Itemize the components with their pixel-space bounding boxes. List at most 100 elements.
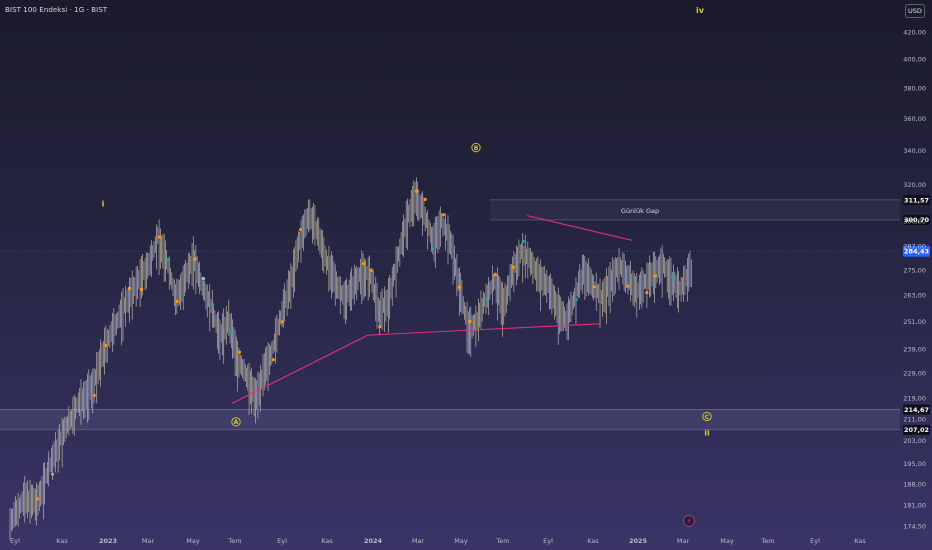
x-tick-label: Tem	[760, 537, 774, 545]
x-tick-label: 2025	[629, 537, 648, 545]
wave-label-iv: iv	[696, 6, 705, 15]
signal-marker	[35, 497, 40, 501]
current-price-tag-bg	[903, 245, 930, 257]
signal-marker	[361, 262, 366, 266]
x-tick-label: Mar	[412, 537, 425, 545]
y-tick-label: 400,00	[903, 56, 926, 64]
signal-marker	[201, 276, 206, 281]
y-tick-label: 239,00	[903, 345, 926, 353]
signal-marker	[166, 257, 171, 262]
event-badge-ring[interactable]	[683, 515, 695, 527]
x-tick-label: Tem	[495, 537, 509, 545]
signal-marker	[592, 285, 596, 289]
y-tick-label: 188,00	[903, 480, 926, 488]
gap-label: Günlük Gap	[621, 207, 659, 215]
y-tick-label: 340,00	[903, 147, 926, 155]
signal-marker	[157, 235, 162, 239]
trendline-lower	[367, 323, 601, 336]
signal-marker	[211, 303, 215, 307]
price-level-tag: 214,67	[904, 406, 929, 414]
y-tick-label: 203,00	[903, 437, 926, 445]
signal-marker	[671, 275, 675, 279]
signal-marker	[369, 268, 373, 272]
signal-marker	[441, 213, 445, 217]
event-badge-icon[interactable]: ⚡	[687, 518, 692, 526]
signal-marker	[92, 393, 96, 398]
price-level-tag: 300,70	[904, 216, 930, 224]
wave-label-b-ring	[471, 142, 481, 153]
gap-zone-band	[0, 409, 900, 430]
wave-label-c: C	[705, 414, 710, 421]
signal-marker	[521, 239, 525, 243]
signal-marker	[468, 319, 472, 324]
signal-marker	[299, 227, 303, 232]
x-tick-label: Eyl	[543, 537, 553, 545]
signal-marker	[626, 284, 630, 288]
price-level-tag: 207,02	[904, 426, 929, 434]
y-tick-label: 229,00	[903, 369, 926, 377]
y-tick-label: 219,00	[903, 395, 926, 403]
y-tick-label: 211,00	[903, 415, 926, 423]
y-tick-label: 320,00	[903, 181, 926, 189]
x-tick-label: 2023	[99, 537, 117, 545]
x-tick-label: Eyl	[10, 537, 20, 545]
signal-marker	[104, 343, 108, 348]
x-tick-label: Kas	[56, 537, 68, 545]
signal-marker	[271, 358, 275, 362]
price-level-tag-bg	[903, 214, 930, 225]
x-tick-label: 2024	[364, 537, 383, 545]
price-level-tag-bg	[903, 424, 930, 435]
price-level-tag: 311,57	[904, 196, 929, 204]
signal-marker	[193, 257, 197, 261]
signal-marker	[280, 320, 284, 324]
signal-marker	[431, 246, 435, 251]
signal-marker	[378, 325, 382, 329]
y-tick-label: 420,00	[903, 28, 926, 36]
trendline-upper	[526, 215, 633, 241]
signal-marker	[485, 298, 489, 302]
y-tick-label: 275,00	[903, 266, 926, 274]
signal-marker	[140, 287, 144, 292]
signal-marker	[127, 286, 131, 290]
signal-marker	[653, 274, 657, 278]
signal-marker	[645, 291, 649, 295]
y-tick-label: 174,50	[903, 522, 926, 530]
x-tick-label: Tem	[227, 537, 241, 545]
y-tick-label: 195,00	[903, 460, 926, 468]
y-tick-label: 287,00	[903, 242, 926, 250]
signal-marker	[175, 299, 179, 304]
y-tick-label: 360,00	[903, 115, 926, 123]
x-tick-label: Kas	[321, 537, 333, 545]
wave-label-a-ring	[231, 417, 241, 427]
trendline-a-to-low	[231, 334, 369, 404]
x-tick-label: Eyl	[810, 537, 820, 545]
x-tick-label: Kas	[587, 537, 599, 545]
y-tick-label: 300,00	[903, 218, 926, 226]
wave-label-b: B	[474, 145, 479, 152]
y-tick-label: 263,00	[903, 292, 926, 300]
price-level-tag-bg	[903, 404, 930, 415]
signal-marker	[237, 350, 242, 354]
signal-marker	[457, 285, 462, 289]
x-tick-label: Mar	[142, 537, 155, 545]
wave-label-c-ring	[702, 411, 712, 422]
wave-label-ii: ii	[704, 428, 710, 437]
signal-marker	[228, 330, 232, 334]
wave-label-a: A	[234, 419, 239, 426]
signal-marker	[493, 273, 498, 277]
y-tick-label: 251,00	[903, 318, 926, 326]
signal-marker	[423, 197, 427, 202]
wave-label-i: i	[102, 199, 105, 208]
signal-marker	[50, 472, 55, 476]
x-tick-label: Mar	[677, 537, 690, 545]
currency-button[interactable]: USD	[905, 4, 925, 18]
signal-marker	[511, 265, 515, 269]
y-tick-label: 181,00	[903, 502, 926, 510]
x-tick-label: May	[454, 537, 468, 545]
x-tick-label: May	[186, 537, 200, 545]
upper-gap-band	[490, 199, 900, 220]
x-tick-label: May	[720, 537, 734, 545]
x-tick-label: Kas	[854, 537, 866, 545]
x-tick-label: Eyl	[277, 537, 287, 545]
